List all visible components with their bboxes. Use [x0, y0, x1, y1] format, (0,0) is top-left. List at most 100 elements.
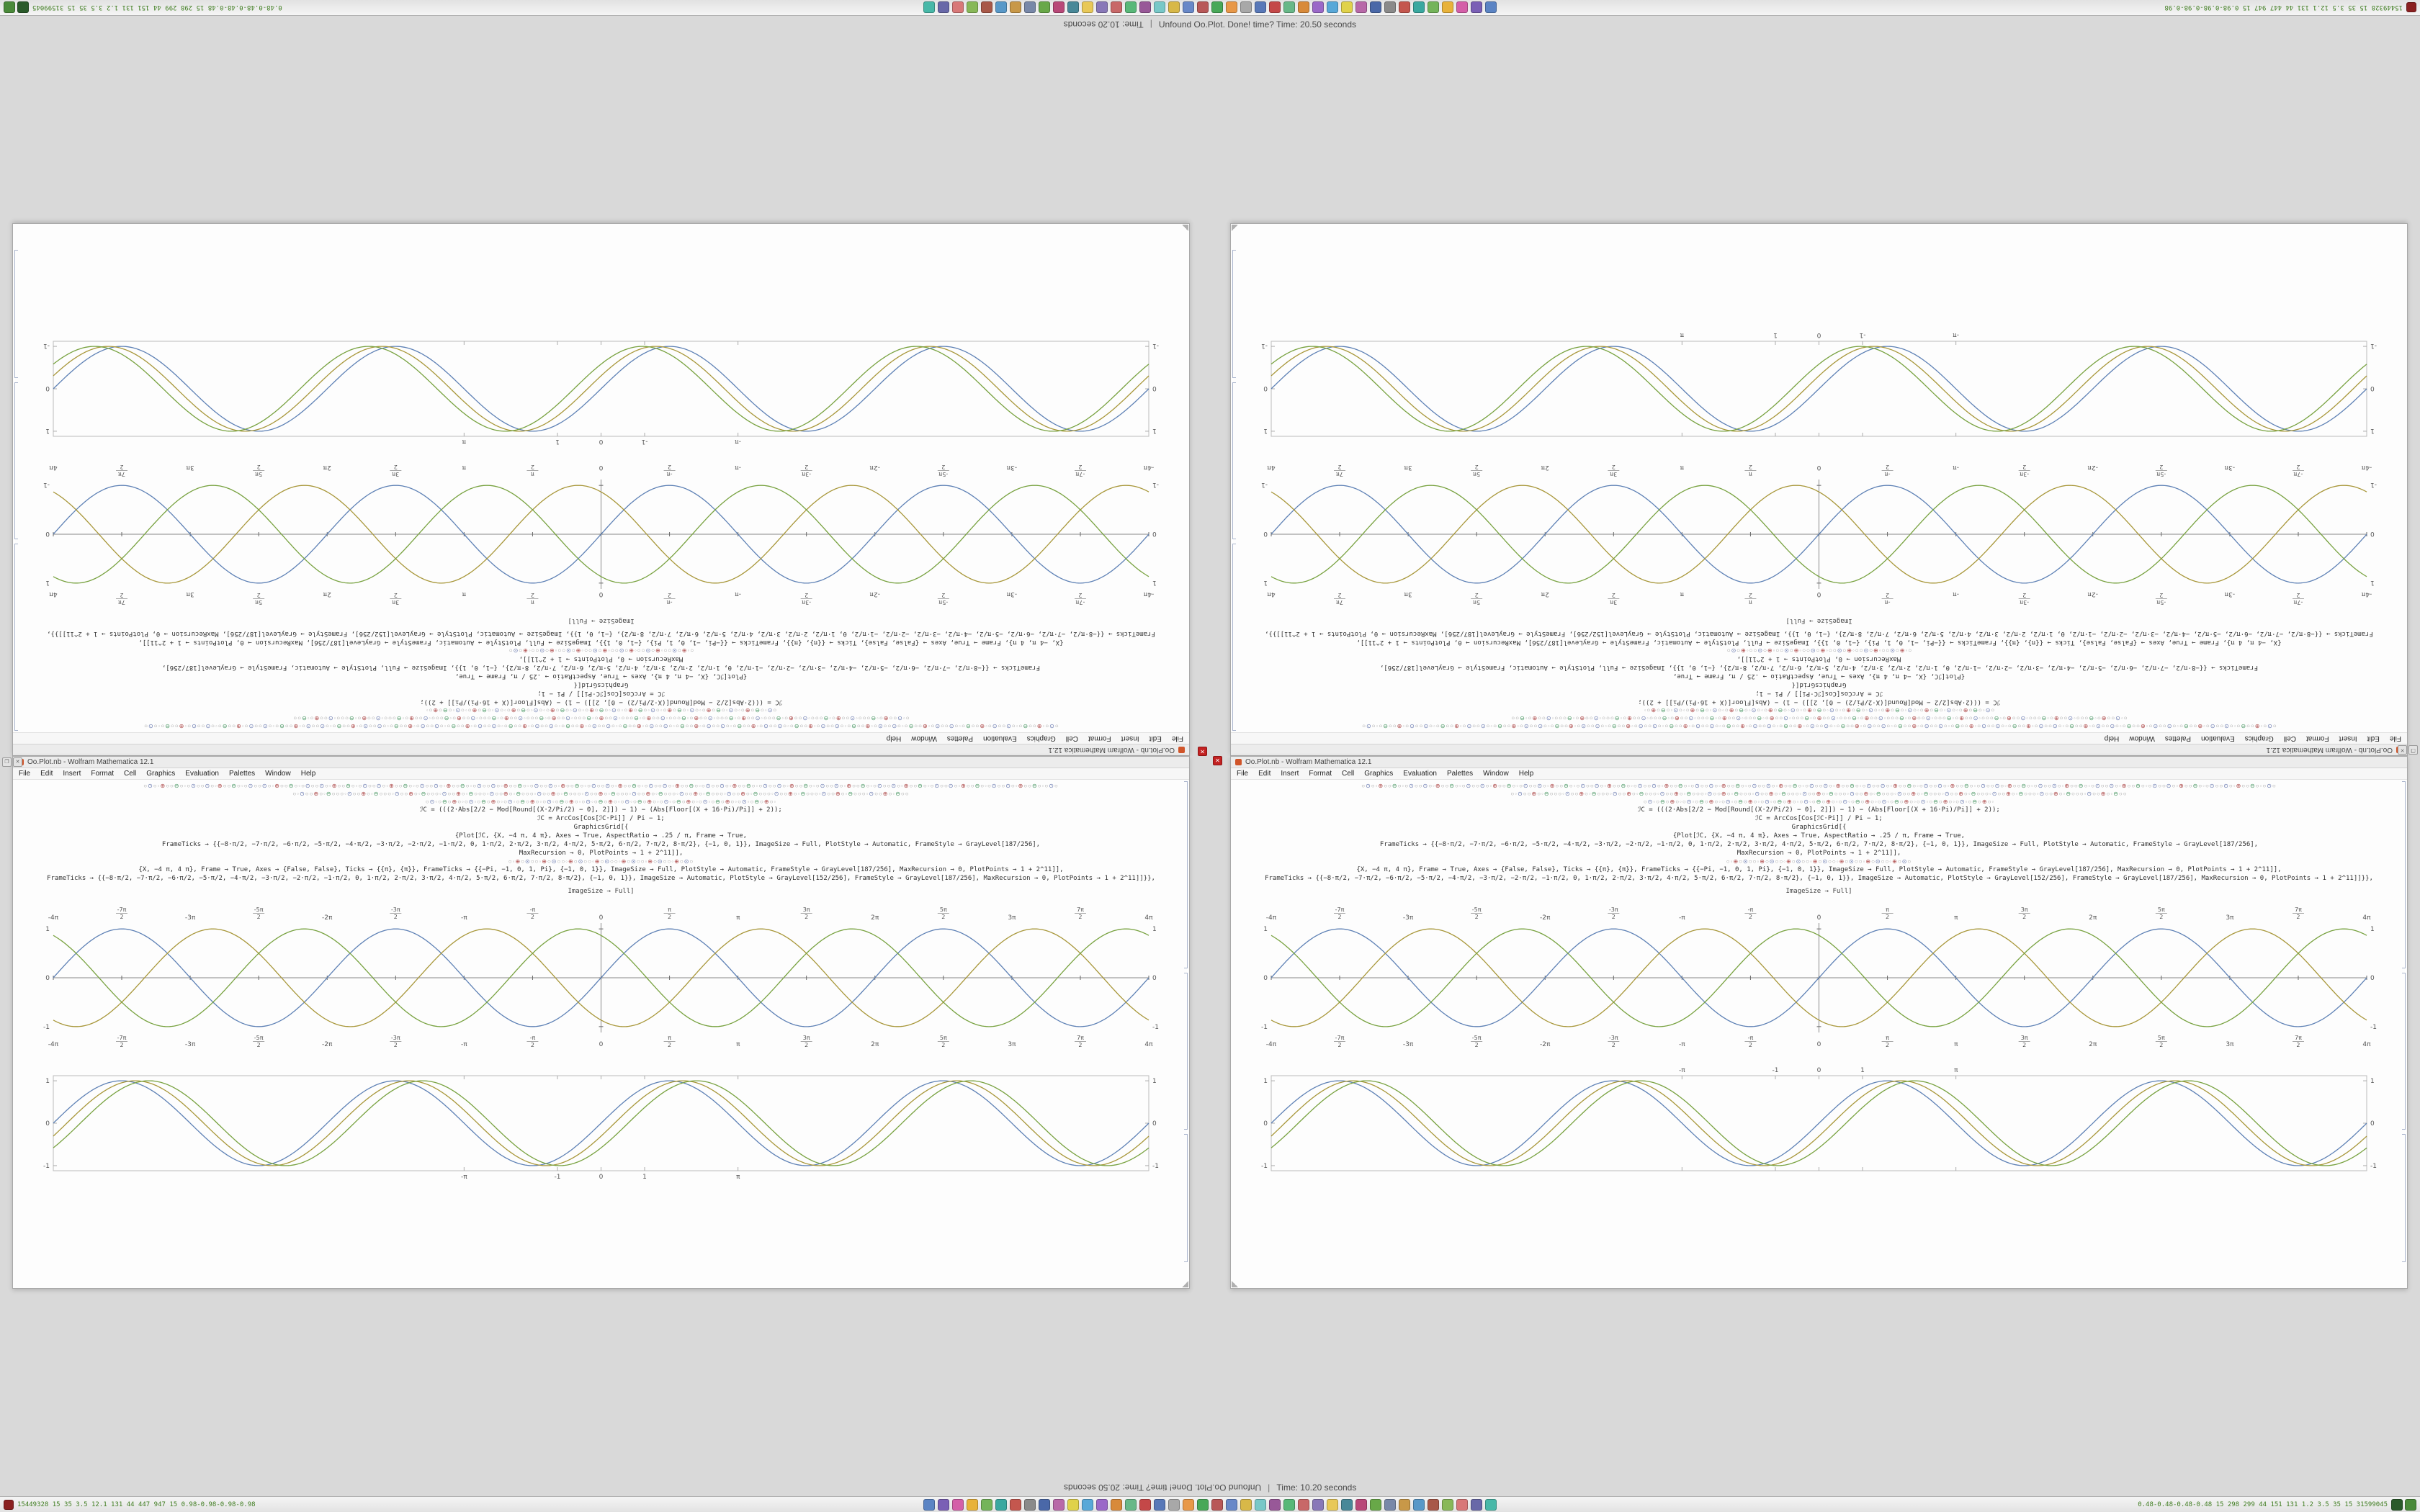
taskbar-app-icon[interactable]	[1024, 1498, 1036, 1511]
taskbar-app-icon[interactable]	[1355, 1498, 1367, 1511]
menu-help[interactable]: Help	[2104, 734, 2120, 742]
taskbar-app-icon[interactable]	[967, 1498, 978, 1511]
taskbar-app-icon[interactable]	[1211, 1, 1223, 14]
taskbar-app-icon[interactable]	[1067, 1, 1079, 14]
taskbar-app-icon[interactable]	[1298, 1, 1309, 14]
cell-bracket[interactable]	[1184, 973, 1188, 1130]
taskbar-app-icon[interactable]	[1010, 1498, 1021, 1511]
menu-format[interactable]: Format	[1309, 770, 1332, 778]
taskbar-app-icon[interactable]	[1255, 1, 1266, 14]
taskbar-app-icon[interactable]	[1399, 1, 1410, 14]
taskbar-app-icon[interactable]	[967, 1, 978, 14]
taskbar-app-icon[interactable]	[1456, 1498, 1468, 1511]
taskbar-app-icon[interactable]	[1370, 1498, 1381, 1511]
taskbar-app-icon[interactable]	[1355, 1, 1367, 14]
menu-insert[interactable]: Insert	[2339, 734, 2357, 742]
cell-bracket[interactable]	[1184, 781, 1188, 968]
cell-bracket[interactable]	[14, 250, 18, 378]
taskbar-app-icon[interactable]	[1312, 1, 1324, 14]
taskbar-app-icon[interactable]	[1226, 1498, 1237, 1511]
menu-window[interactable]: Window	[1483, 770, 1509, 778]
cell-bracket[interactable]	[2402, 1134, 2406, 1262]
taskbar-app-icon[interactable]	[1485, 1498, 1497, 1511]
menu-graphics[interactable]: Graphics	[146, 770, 176, 778]
cell-bracket[interactable]	[1184, 1134, 1188, 1262]
taskbar-app-icon[interactable]	[1312, 1498, 1324, 1511]
taskbar-app-icon[interactable]	[1456, 1, 1468, 14]
menu-edit[interactable]: Edit	[2367, 734, 2380, 742]
taskbar-app-icon[interactable]	[1413, 1, 1425, 14]
window-titlebar[interactable]: Oo.Plot.nb - Wolfram Mathematica 12.1	[1231, 757, 2407, 768]
menu-file[interactable]: File	[19, 770, 31, 778]
menu-evaluation[interactable]: Evaluation	[185, 770, 219, 778]
taskbar-app-icon[interactable]	[1413, 1498, 1425, 1511]
menu-cell[interactable]: Cell	[2283, 734, 2296, 742]
taskbar-app-icon[interactable]	[1240, 1, 1252, 14]
menu-graphics[interactable]: Graphics	[1026, 734, 1056, 742]
taskbar-app-icon[interactable]	[1053, 1, 1065, 14]
taskbar-app-icon[interactable]	[938, 1, 949, 14]
taskbar-app-icon[interactable]	[1082, 1, 1093, 14]
taskbar-app-icon[interactable]	[1370, 1, 1381, 14]
taskbar-app-icon[interactable]	[1283, 1, 1295, 14]
taskbar-app-icon[interactable]	[1341, 1498, 1353, 1511]
menu-window[interactable]: Window	[911, 734, 937, 742]
cell-bracket[interactable]	[2402, 973, 2406, 1130]
system-monitor-icon[interactable]	[4, 1499, 14, 1510]
taskbar-app-icon[interactable]	[1125, 1498, 1137, 1511]
menu-window[interactable]: Window	[265, 770, 291, 778]
taskbar-app-icon[interactable]	[1226, 1, 1237, 14]
cell-bracket[interactable]	[2402, 781, 2406, 968]
taskbar-app-icon[interactable]	[1471, 1, 1482, 14]
taskbar-app-icon[interactable]	[1428, 1, 1439, 14]
taskbar-app-icon[interactable]	[1269, 1, 1281, 14]
menu-edit[interactable]: Edit	[1258, 770, 1271, 778]
taskbar-app-icon[interactable]	[1183, 1498, 1194, 1511]
resize-grip-icon[interactable]	[1182, 225, 1188, 231]
taskbar-app-icon[interactable]	[981, 1498, 992, 1511]
panel-edge-button[interactable]: ✕	[2398, 745, 2407, 755]
alert-badge-icon[interactable]: ✕	[1198, 747, 1207, 756]
menu-cell[interactable]: Cell	[1065, 734, 1078, 742]
taskbar-app-icon[interactable]	[1039, 1, 1050, 14]
menu-help[interactable]: Help	[1518, 770, 1534, 778]
menu-insert[interactable]: Insert	[1281, 770, 1299, 778]
taskbar-app-icon[interactable]	[923, 1, 935, 14]
tray-monitor-icon[interactable]	[4, 1, 15, 14]
menu-help[interactable]: Help	[886, 734, 902, 742]
taskbar-app-icon[interactable]	[1024, 1, 1036, 14]
taskbar-app-icon[interactable]	[995, 1498, 1007, 1511]
tray-monitor-icon[interactable]	[2391, 1498, 2403, 1511]
taskbar-app-icon[interactable]	[1154, 1498, 1165, 1511]
taskbar-app-icon[interactable]	[1442, 1498, 1453, 1511]
menu-cell[interactable]: Cell	[124, 770, 137, 778]
menu-palettes[interactable]: Palettes	[229, 770, 256, 778]
cell-bracket[interactable]	[1232, 250, 1236, 378]
menu-evaluation[interactable]: Evaluation	[983, 734, 1017, 742]
resize-grip-icon[interactable]	[1232, 225, 1238, 231]
taskbar-app-icon[interactable]	[1082, 1498, 1093, 1511]
menu-graphics[interactable]: Graphics	[1364, 770, 1394, 778]
taskbar-app-icon[interactable]	[1168, 1, 1180, 14]
taskbar-app-icon[interactable]	[1327, 1, 1338, 14]
taskbar-app-icon[interactable]	[1485, 1, 1497, 14]
taskbar-app-icon[interactable]	[1428, 1498, 1439, 1511]
resize-grip-icon[interactable]	[1232, 1281, 1238, 1287]
taskbar-app-icon[interactable]	[1269, 1498, 1281, 1511]
alert-badge-icon[interactable]: ✕	[1213, 756, 1222, 765]
panel-edge-button[interactable]: ❐	[2408, 745, 2418, 755]
menu-cell[interactable]: Cell	[1342, 770, 1355, 778]
taskbar-app-icon[interactable]	[1111, 1, 1122, 14]
window-titlebar[interactable]: Oo.Plot.nb - Wolfram Mathematica 12.1	[1231, 744, 2407, 755]
taskbar-app-icon[interactable]	[981, 1, 992, 14]
cell-bracket[interactable]	[1232, 382, 1236, 539]
taskbar-app-icon[interactable]	[1111, 1498, 1122, 1511]
menu-edit[interactable]: Edit	[40, 770, 53, 778]
taskbar-app-icon[interactable]	[1471, 1498, 1482, 1511]
menu-palettes[interactable]: Palettes	[946, 734, 973, 742]
taskbar-app-icon[interactable]	[1341, 1, 1353, 14]
taskbar-app-icon[interactable]	[1442, 1, 1453, 14]
taskbar-app-icon[interactable]	[1053, 1498, 1065, 1511]
cell-bracket[interactable]	[14, 382, 18, 539]
menu-window[interactable]: Window	[2129, 734, 2155, 742]
